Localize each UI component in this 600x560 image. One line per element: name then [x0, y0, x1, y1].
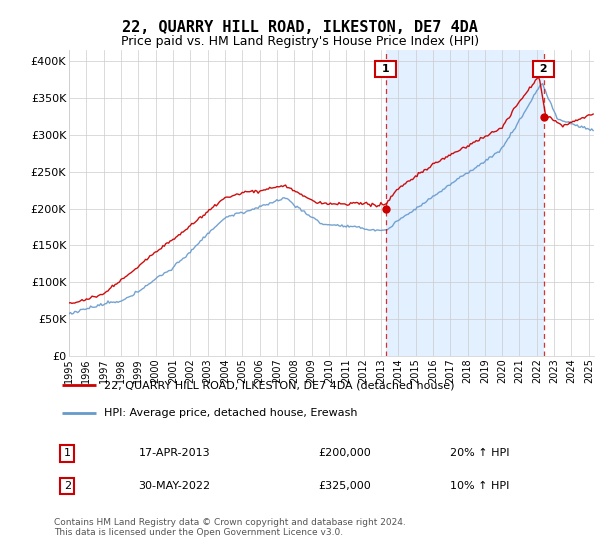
Text: HPI: Average price, detached house, Erewash: HPI: Average price, detached house, Erew…	[104, 408, 358, 418]
Text: Contains HM Land Registry data © Crown copyright and database right 2024.
This d: Contains HM Land Registry data © Crown c…	[54, 518, 406, 538]
Text: 20% ↑ HPI: 20% ↑ HPI	[450, 449, 509, 459]
Text: Price paid vs. HM Land Registry's House Price Index (HPI): Price paid vs. HM Land Registry's House …	[121, 35, 479, 48]
Text: 30-MAY-2022: 30-MAY-2022	[139, 481, 211, 491]
Text: 10% ↑ HPI: 10% ↑ HPI	[450, 481, 509, 491]
Text: 17-APR-2013: 17-APR-2013	[139, 449, 210, 459]
Text: 1: 1	[64, 449, 71, 459]
Text: 1: 1	[378, 64, 394, 74]
Text: £325,000: £325,000	[318, 481, 371, 491]
Bar	[386, 50, 544, 356]
Text: 22, QUARRY HILL ROAD, ILKESTON, DE7 4DA: 22, QUARRY HILL ROAD, ILKESTON, DE7 4DA	[122, 20, 478, 35]
Text: 2: 2	[64, 481, 71, 491]
Text: 2: 2	[536, 64, 551, 74]
Text: £200,000: £200,000	[318, 449, 371, 459]
Text: 22, QUARRY HILL ROAD, ILKESTON, DE7 4DA (detached house): 22, QUARRY HILL ROAD, ILKESTON, DE7 4DA …	[104, 380, 455, 390]
